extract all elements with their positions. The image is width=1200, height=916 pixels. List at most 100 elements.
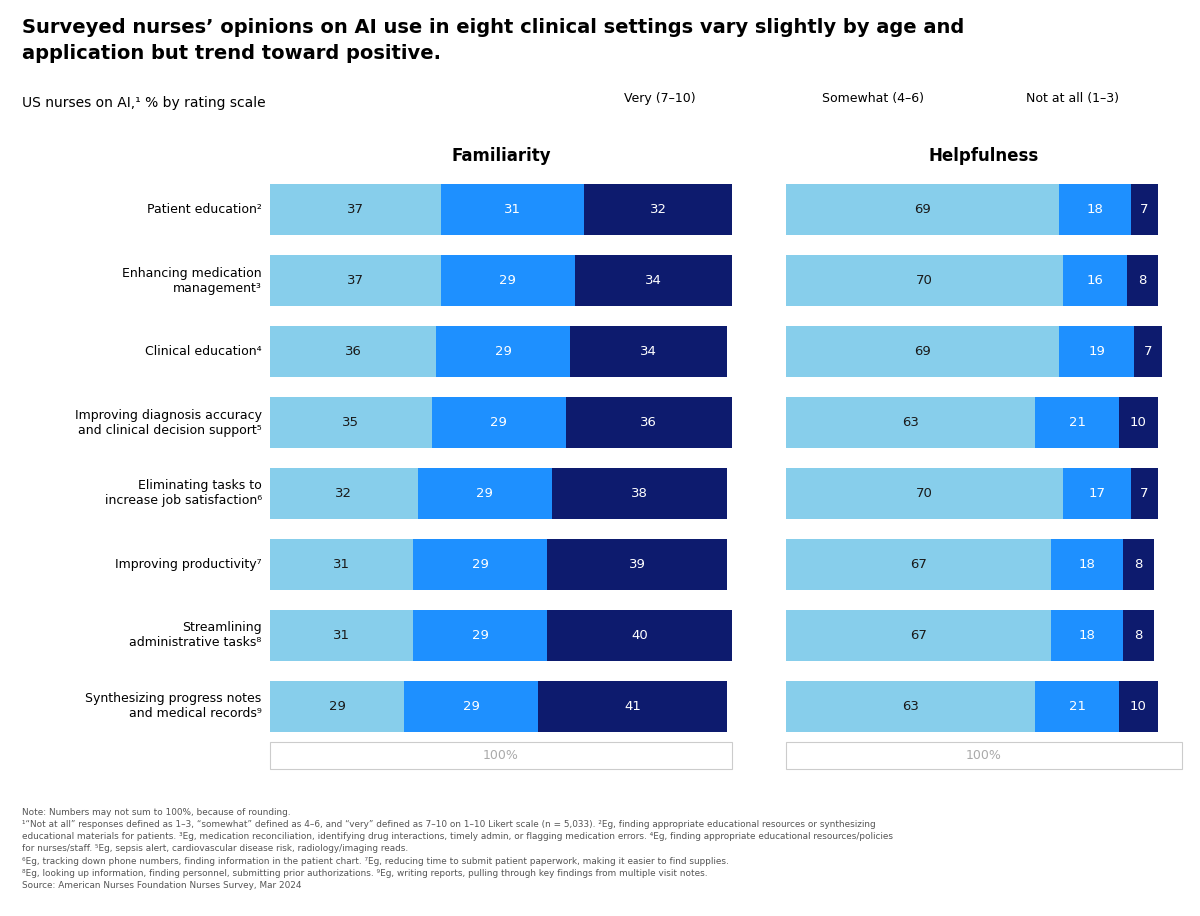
Bar [270,255,440,306]
Bar [786,681,1036,732]
Bar [270,184,440,235]
Bar [270,326,437,377]
Text: 63: 63 [902,416,919,429]
Bar [584,184,732,235]
Text: 100%: 100% [966,749,1002,762]
Bar [1134,326,1163,377]
Text: 100%: 100% [484,749,518,762]
Bar [1123,610,1154,661]
Bar [1036,681,1118,732]
Text: 31: 31 [334,558,350,571]
Text: Surveyed nurses’ opinions on AI use in eight clinical settings vary slightly by : Surveyed nurses’ opinions on AI use in e… [22,18,964,38]
Text: 10: 10 [1130,416,1147,429]
Text: 29: 29 [476,487,493,500]
Text: 39: 39 [629,558,646,571]
Text: 8: 8 [1139,274,1146,287]
Text: 16: 16 [1086,274,1103,287]
Bar [1051,539,1123,590]
Bar [1123,539,1154,590]
Bar [413,610,547,661]
Text: 7: 7 [1144,345,1152,358]
Text: US nurses on AI,¹ % by rating scale: US nurses on AI,¹ % by rating scale [22,96,265,110]
Bar [270,468,418,519]
Bar [786,468,1063,519]
Bar [1060,184,1130,235]
Text: 29: 29 [472,629,488,642]
Text: Somewhat (4–6): Somewhat (4–6) [822,92,924,104]
Text: 31: 31 [504,203,521,216]
Text: 37: 37 [347,274,364,287]
Bar [270,681,404,732]
Bar [1063,255,1127,306]
Bar [547,610,732,661]
Text: 7: 7 [1140,487,1148,500]
Text: 63: 63 [902,700,919,713]
Bar [270,397,432,448]
Bar [413,539,547,590]
Text: 18: 18 [1079,558,1096,571]
Text: 35: 35 [342,416,359,429]
Bar [786,397,1036,448]
Bar [547,539,727,590]
Bar [786,184,1060,235]
Text: 18: 18 [1079,629,1096,642]
Bar [552,468,727,519]
Text: 32: 32 [336,487,353,500]
Text: 67: 67 [911,629,928,642]
Bar [570,326,727,377]
Bar [1118,397,1158,448]
Bar [418,468,552,519]
Text: 17: 17 [1088,487,1105,500]
Text: 67: 67 [911,558,928,571]
Bar [1130,468,1158,519]
Text: 29: 29 [494,345,511,358]
Text: 29: 29 [472,558,488,571]
Text: 31: 31 [334,629,350,642]
Text: 34: 34 [646,274,662,287]
Text: 18: 18 [1086,203,1103,216]
Bar [270,610,413,661]
Text: 8: 8 [1134,629,1142,642]
Text: 36: 36 [344,345,361,358]
Text: 10: 10 [1130,700,1147,713]
Text: 40: 40 [631,629,648,642]
Bar [1060,326,1134,377]
Bar [440,255,575,306]
Bar [786,539,1051,590]
Text: 37: 37 [347,203,364,216]
Text: Note: Numbers may not sum to 100%, because of rounding.
¹“Not at all” responses : Note: Numbers may not sum to 100%, becau… [22,808,893,889]
Bar [1130,184,1158,235]
Text: Helpfulness: Helpfulness [929,147,1039,165]
Bar [270,539,413,590]
Text: application but trend toward positive.: application but trend toward positive. [22,44,440,63]
Bar [1118,681,1158,732]
Text: 36: 36 [641,416,658,429]
Text: 8: 8 [1134,558,1142,571]
Text: 29: 29 [462,700,480,713]
Bar [565,397,732,448]
Bar [432,397,565,448]
Text: 29: 29 [329,700,346,713]
Text: 34: 34 [641,345,658,358]
Text: 32: 32 [649,203,666,216]
Bar [786,255,1063,306]
Bar [440,184,584,235]
Bar [1063,468,1130,519]
Bar [1036,397,1118,448]
Text: 21: 21 [1068,700,1086,713]
Text: Very (7–10): Very (7–10) [624,92,696,104]
Text: 69: 69 [914,345,931,358]
Bar [575,255,732,306]
Bar [1051,610,1123,661]
Bar [1127,255,1158,306]
Text: 21: 21 [1068,416,1086,429]
Text: 29: 29 [491,416,508,429]
Text: 19: 19 [1088,345,1105,358]
Bar [437,326,570,377]
Text: 29: 29 [499,274,516,287]
Text: 69: 69 [914,203,931,216]
Text: 70: 70 [916,274,934,287]
Text: 7: 7 [1140,203,1148,216]
Text: Familiarity: Familiarity [451,147,551,165]
Bar [404,681,538,732]
